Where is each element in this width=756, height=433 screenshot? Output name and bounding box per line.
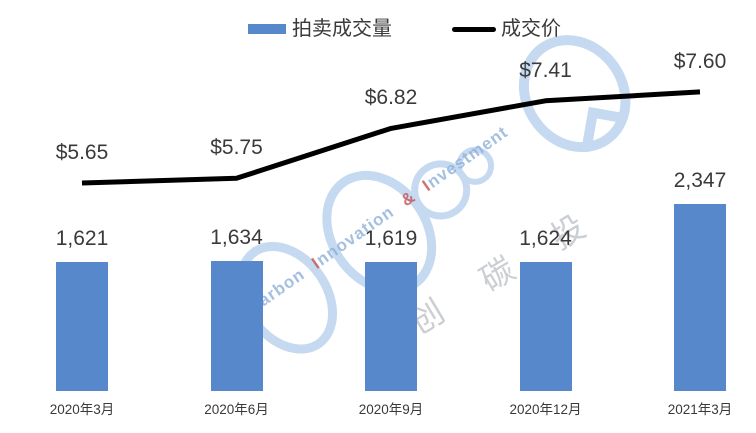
price-series-swatch-icon [452, 26, 496, 32]
volume-value-label: 1,624 [519, 227, 572, 250]
volume-series-label: 拍卖成交量 [292, 18, 392, 40]
volume-bar [365, 262, 417, 391]
legend-item-price: 成交价 [452, 15, 561, 43]
price-value-label: $5.75 [210, 136, 263, 160]
price-value-label: $5.65 [55, 141, 109, 164]
x-axis-label: 2020年6月 [204, 402, 269, 417]
volume-series-swatch-icon [248, 24, 286, 34]
price-series-label: 成交价 [501, 18, 561, 40]
volume-bar [674, 204, 726, 391]
legend-item-volume: 拍卖成交量 [248, 15, 392, 43]
price-value-label: $7.41 [519, 58, 572, 82]
x-axis-label: 2020年3月 [49, 402, 115, 417]
volume-value-label: 2,347 [673, 169, 727, 192]
legend: 拍卖成交量 成交价 [248, 15, 561, 43]
price-value-label: $6.82 [364, 86, 418, 110]
x-axis-label: 2020年9月 [358, 402, 424, 417]
volume-value-label: 1,621 [55, 227, 109, 250]
x-axis-label: 2021年3月 [667, 402, 733, 417]
volume-value-label: 1,634 [210, 226, 263, 249]
price-value-label: $7.60 [673, 49, 727, 73]
volume-value-label: 1,619 [364, 227, 418, 250]
volume-bar [519, 262, 572, 391]
x-axis-label: 2020年12月 [509, 402, 582, 417]
volume-bar [56, 262, 108, 391]
volume-bar [210, 261, 263, 391]
